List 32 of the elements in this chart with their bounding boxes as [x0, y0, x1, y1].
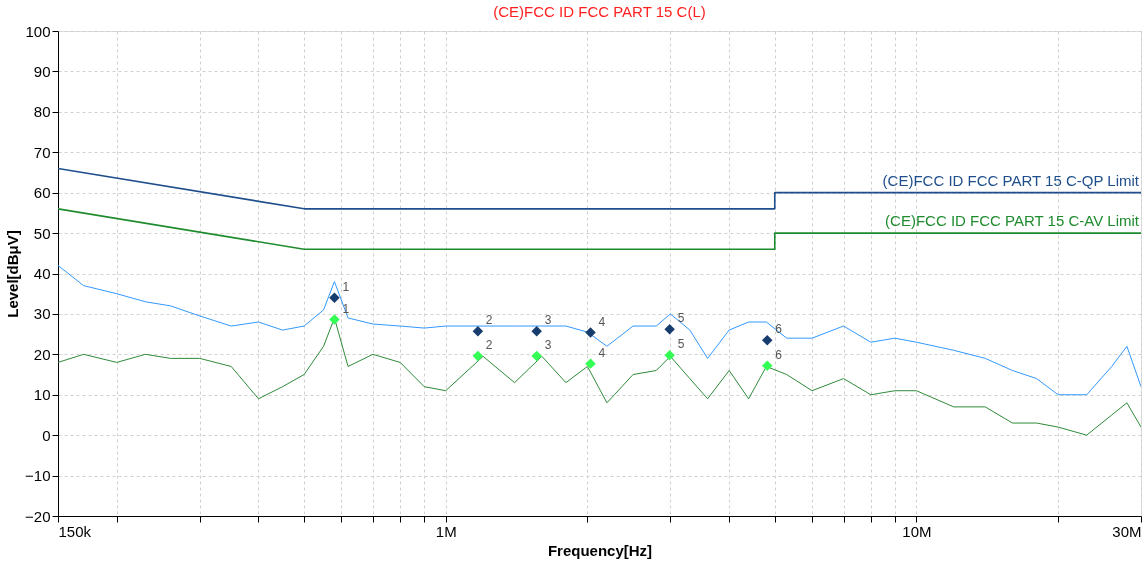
annotation: 4	[598, 314, 606, 329]
y-tick-label: 50	[33, 224, 51, 242]
x-tick-label: 1M	[435, 522, 457, 540]
annotation: 3	[544, 337, 552, 352]
y-tick-label: 10	[33, 386, 51, 404]
annotation: 2	[485, 313, 493, 328]
y-tick-label: 80	[33, 103, 51, 121]
annotation: 1	[342, 279, 350, 294]
x-tick-label: 30M	[1112, 522, 1142, 540]
x-tick-label: 10M	[902, 522, 932, 540]
series-label: (CE)FCC ID FCC PART 15 C-AV Limit	[885, 212, 1140, 230]
annotation: 4	[598, 345, 606, 360]
y-tick-label: −20	[25, 507, 51, 525]
x-tick-label: 150k	[58, 522, 92, 540]
y-tick-label: 20	[33, 345, 51, 363]
annotation: 2	[485, 337, 493, 352]
annotation: 3	[544, 313, 552, 328]
annotation: 6	[775, 347, 783, 362]
y-tick-label: 40	[33, 265, 51, 282]
y-tick-label: 30	[33, 305, 51, 323]
y-tick-label: 70	[33, 143, 51, 161]
y-axis-title: Level[dBμV]	[4, 230, 22, 318]
y-tick-label: 60	[33, 184, 51, 202]
series-label: (CE)FCC ID FCC PART 15 C-QP Limit	[882, 171, 1140, 189]
y-tick-label: 90	[33, 62, 51, 80]
chart-title: (CE)FCC ID FCC PART 15 C(L)	[493, 3, 706, 20]
annotation: 5	[677, 337, 685, 352]
annotation: 5	[677, 311, 685, 326]
x-axis-title: Frequency[Hz]	[547, 541, 653, 559]
y-tick-label: 100	[25, 22, 51, 40]
y-tick-label: 0	[42, 426, 51, 444]
y-tick-label: −10	[25, 467, 51, 485]
